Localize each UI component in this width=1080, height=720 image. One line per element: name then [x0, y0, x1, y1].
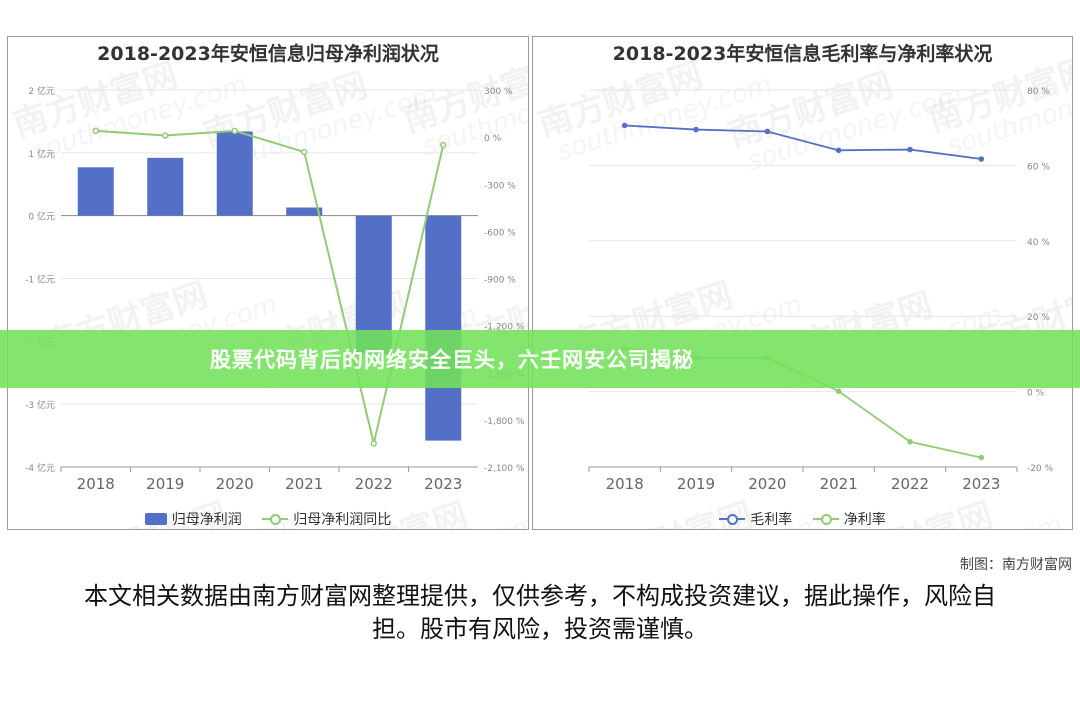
- x-tick-label: 2019: [146, 475, 184, 493]
- y-right-tick-label: -900 %: [484, 276, 516, 286]
- y-right-tick-label: -1,800 %: [484, 417, 525, 427]
- point-gross-margin-2018: [621, 122, 628, 129]
- legend-item-net-margin[interactable]: 净利率: [812, 509, 886, 529]
- y-tick-label: 20 %: [1027, 313, 1050, 323]
- x-tick-label: 2020: [216, 475, 254, 493]
- x-tick-label: 2023: [424, 475, 462, 493]
- chart-right-legend: 毛利率 净利率: [533, 509, 1072, 529]
- chart-right-svg: 南方财富网southmoney.com南方财富网southmoney.com南方…: [533, 50, 1072, 529]
- bar-net-profit-2023: [425, 215, 462, 441]
- bar-net-profit-2018: [77, 167, 114, 216]
- legend-label-gross-margin: 毛利率: [750, 512, 793, 528]
- x-tick-label: 2023: [962, 475, 1000, 493]
- y-tick-label: 40 %: [1027, 238, 1050, 248]
- x-tick-label: 2018: [77, 475, 115, 493]
- chart-right-title: 2018-2023年安恒信息毛利率与净利率状况: [612, 43, 993, 65]
- x-tick-label: 2022: [355, 475, 393, 493]
- headline-text: 股票代码背后的网络安全巨头，六壬网安公司揭秘: [210, 348, 694, 372]
- point-net-profit-yoy-2021: [301, 148, 308, 156]
- y-left-tick-label: 0 亿元: [28, 211, 55, 223]
- legend-label-net-margin: 净利率: [843, 512, 886, 528]
- y-left-tick-label: -3 亿元: [25, 399, 55, 411]
- series-line-net-profit-yoy: [95, 129, 445, 444]
- legend-label-net-profit: 归母净利润: [171, 512, 242, 528]
- point-net-margin-2021: [835, 388, 842, 395]
- y-right-tick-label: -2,100 %: [484, 464, 525, 474]
- point-gross-margin-2021: [835, 147, 842, 154]
- headline-banner: 股票代码背后的网络安全巨头，六壬网安公司揭秘: [0, 330, 1080, 388]
- y-right-tick-label: -600 %: [484, 228, 516, 238]
- legend-item-gross-margin[interactable]: 毛利率: [719, 509, 792, 529]
- chart-right: 南方财富网 southmoney.com 南方财富网 southmoney.com 南方…: [532, 36, 1073, 530]
- point-gross-margin-2023: [978, 156, 985, 162]
- x-tick-label: 2020: [748, 475, 786, 493]
- x-tick-label: 2019: [677, 475, 715, 493]
- legend-item-net-profit-yoy[interactable]: 归母净利润同比: [262, 509, 391, 529]
- y-tick-label: 60 %: [1027, 162, 1050, 172]
- legend-line-swatch: [719, 513, 746, 525]
- y-tick-label: 80 %: [1027, 87, 1050, 97]
- point-gross-margin-2022: [907, 146, 913, 153]
- chart-credit: 制图：南方财富网: [960, 557, 1072, 573]
- y-right-tick-label: 300 %: [484, 87, 513, 97]
- y-tick-label: -20 %: [1027, 464, 1054, 474]
- y-left-tick-label: -1 亿元: [25, 274, 55, 286]
- chart-left-legend: 归母净利润 归母净利润同比: [8, 509, 528, 529]
- point-net-profit-yoy-2022: [370, 440, 377, 447]
- chart-left-title: 2018-2023年安恒信息归母净利润状况: [97, 43, 439, 65]
- y-tick-label: 0 %: [1027, 389, 1045, 399]
- point-net-profit-yoy-2019: [162, 132, 169, 139]
- bar-net-profit-2020: [216, 131, 253, 216]
- x-tick-label: 2021: [285, 475, 323, 493]
- y-right-tick-label: -1,200 %: [484, 323, 525, 333]
- y-left-tick-label: -4 亿元: [25, 462, 55, 474]
- x-tick-label: 2021: [820, 475, 858, 493]
- series-line-gross-margin: [624, 124, 982, 160]
- chart-left-svg: 南方财富网southmoney.com南方财富网southmoney.com南方…: [8, 50, 528, 529]
- legend-line-swatch: [262, 513, 289, 525]
- y-left-tick-label: 1 亿元: [28, 148, 55, 160]
- legend-label-net-profit-yoy: 归母净利润同比: [293, 512, 392, 528]
- y-right-tick-label: -300 %: [484, 181, 516, 191]
- point-net-margin-2023: [978, 454, 985, 461]
- chart-left: 南方财富网 southmoney.com 南方财富网 southmoney.com 南方…: [7, 36, 529, 530]
- y-right-tick-label: 0 %: [484, 134, 502, 144]
- legend-item-net-profit[interactable]: 归母净利润: [144, 509, 242, 529]
- y-left-tick-label: 2 亿元: [28, 85, 55, 97]
- disclaimer-text: 本文相关数据由南方财富网整理提供，仅供参考，不构成投资建议，据此操作，风险自担。…: [84, 582, 996, 643]
- bar-net-profit-2019: [147, 157, 184, 216]
- bar-net-profit-2021: [286, 207, 323, 216]
- x-tick-label: 2022: [891, 475, 929, 493]
- point-net-profit-yoy-2020: [231, 127, 238, 135]
- point-net-margin-2022: [907, 438, 913, 445]
- legend-bar-swatch: [144, 513, 167, 525]
- point-net-profit-yoy-2023: [440, 141, 447, 149]
- x-tick-label: 2018: [606, 475, 644, 493]
- legend-line-swatch: [812, 513, 839, 525]
- point-gross-margin-2020: [764, 128, 771, 135]
- point-gross-margin-2019: [693, 126, 699, 133]
- point-net-profit-yoy-2018: [92, 127, 99, 135]
